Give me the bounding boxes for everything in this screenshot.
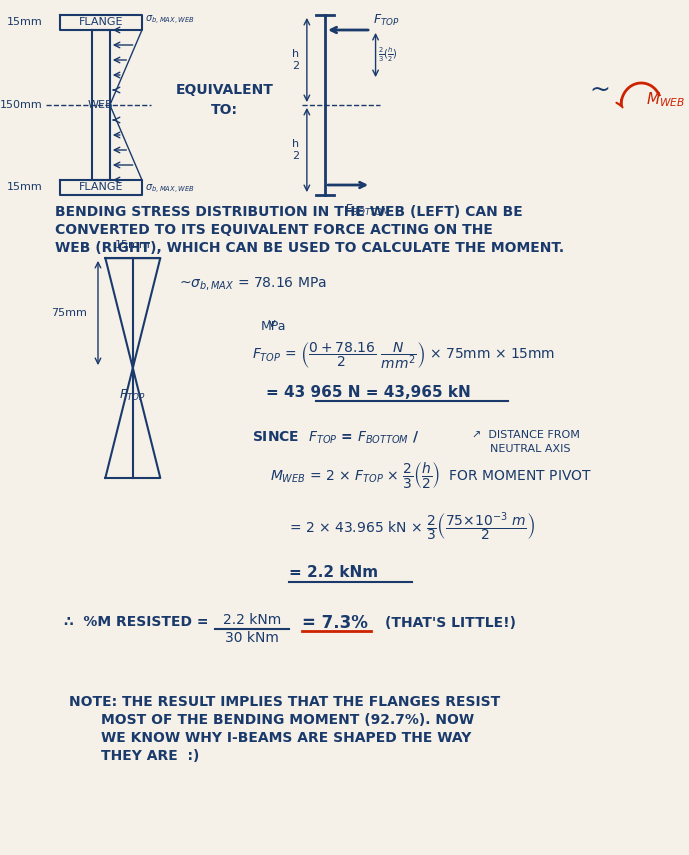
Text: ∴  %M RESISTED =: ∴ %M RESISTED = [64,615,214,629]
Text: h
2: h 2 [292,50,300,71]
Text: $\frac{2}{3}(\frac{h}{2})$: $\frac{2}{3}(\frac{h}{2})$ [378,46,398,64]
Text: SINCE  $F_{TOP}$ = $F_{BOTTOM}$ /: SINCE $F_{TOP}$ = $F_{BOTTOM}$ / [252,430,420,446]
Text: WEB (RIGHT), WHICH CAN BE USED TO CALCULATE THE MOMENT.: WEB (RIGHT), WHICH CAN BE USED TO CALCUL… [55,241,564,255]
Text: 30 kNm: 30 kNm [225,631,279,645]
Text: 2.2 kNm: 2.2 kNm [223,613,281,627]
Text: BENDING STRESS DISTRIBUTION IN THE WEB (LEFT) CAN BE: BENDING STRESS DISTRIBUTION IN THE WEB (… [55,205,523,219]
Text: FLANGE: FLANGE [79,17,123,27]
Text: $\sigma_{b,MAX,WEB}$: $\sigma_{b,MAX,WEB}$ [145,14,195,27]
Text: TO:: TO: [211,103,238,117]
Text: FLANGE: FLANGE [79,182,123,192]
Text: $\sigma_{b,MAX,WEB}$: $\sigma_{b,MAX,WEB}$ [145,183,195,196]
Text: 15mm: 15mm [8,182,43,192]
Text: h
2: h 2 [292,139,300,161]
Text: = 2 × 43.965 kN × $\dfrac{2}{3}\left(\dfrac{75×10^{-3}\ m}{2}\right)$: = 2 × 43.965 kN × $\dfrac{2}{3}\left(\df… [289,510,535,543]
Text: WEB: WEB [88,100,114,110]
Text: $F_{TOP}$: $F_{TOP}$ [373,13,400,28]
Text: NEUTRAL AXIS: NEUTRAL AXIS [490,444,570,454]
Text: $M_{WEB}$: $M_{WEB}$ [646,91,685,109]
Text: $F_{TOP}$: $F_{TOP}$ [119,388,146,403]
Text: 15mm: 15mm [115,240,151,250]
Text: EQUIVALENT: EQUIVALENT [176,83,274,97]
Text: ~: ~ [590,78,610,102]
Text: 15mm: 15mm [8,17,43,27]
Text: ↗  DISTANCE FROM: ↗ DISTANCE FROM [472,430,579,440]
Text: 150mm: 150mm [0,100,43,110]
Text: $F_{TOP}$ = $\left(\dfrac{0 + 78.16}{2}\ \dfrac{N}{mm^2}\right)$ × 75mm × 15mm: $F_{TOP}$ = $\left(\dfrac{0 + 78.16}{2}\… [252,340,555,371]
Text: NOTE: THE RESULT IMPLIES THAT THE FLANGES RESIST: NOTE: THE RESULT IMPLIES THAT THE FLANGE… [69,695,500,709]
Text: 75mm: 75mm [51,308,87,318]
Text: (THAT'S LITTLE!): (THAT'S LITTLE!) [384,616,516,630]
Text: $M_{WEB}$ = 2 × $F_{TOP}$ × $\dfrac{2}{3}\left(\dfrac{h}{2}\right)$  FOR MOMENT : $M_{WEB}$ = 2 × $F_{TOP}$ × $\dfrac{2}{3… [270,460,593,490]
Text: MOST OF THE BENDING MOMENT (92.7%). NOW: MOST OF THE BENDING MOMENT (92.7%). NOW [101,713,474,727]
Text: = 7.3%: = 7.3% [302,614,368,632]
Text: THEY ARE  :): THEY ARE :) [101,749,199,763]
Text: = 2.2 kNm: = 2.2 kNm [289,565,378,580]
Text: WE KNOW WHY I-BEAMS ARE SHAPED THE WAY: WE KNOW WHY I-BEAMS ARE SHAPED THE WAY [101,731,471,745]
Text: MPa: MPa [261,320,287,333]
Text: ~$\sigma_{b,MAX}$ = 78.16 MPa: ~$\sigma_{b,MAX}$ = 78.16 MPa [178,274,327,292]
Text: = 43 965 N = 43,965 kN: = 43 965 N = 43,965 kN [266,385,471,400]
Text: CONVERTED TO ITS EQUIVALENT FORCE ACTING ON THE: CONVERTED TO ITS EQUIVALENT FORCE ACTING… [55,223,493,237]
Text: $F_{BOTTOM}$: $F_{BOTTOM}$ [344,203,391,218]
